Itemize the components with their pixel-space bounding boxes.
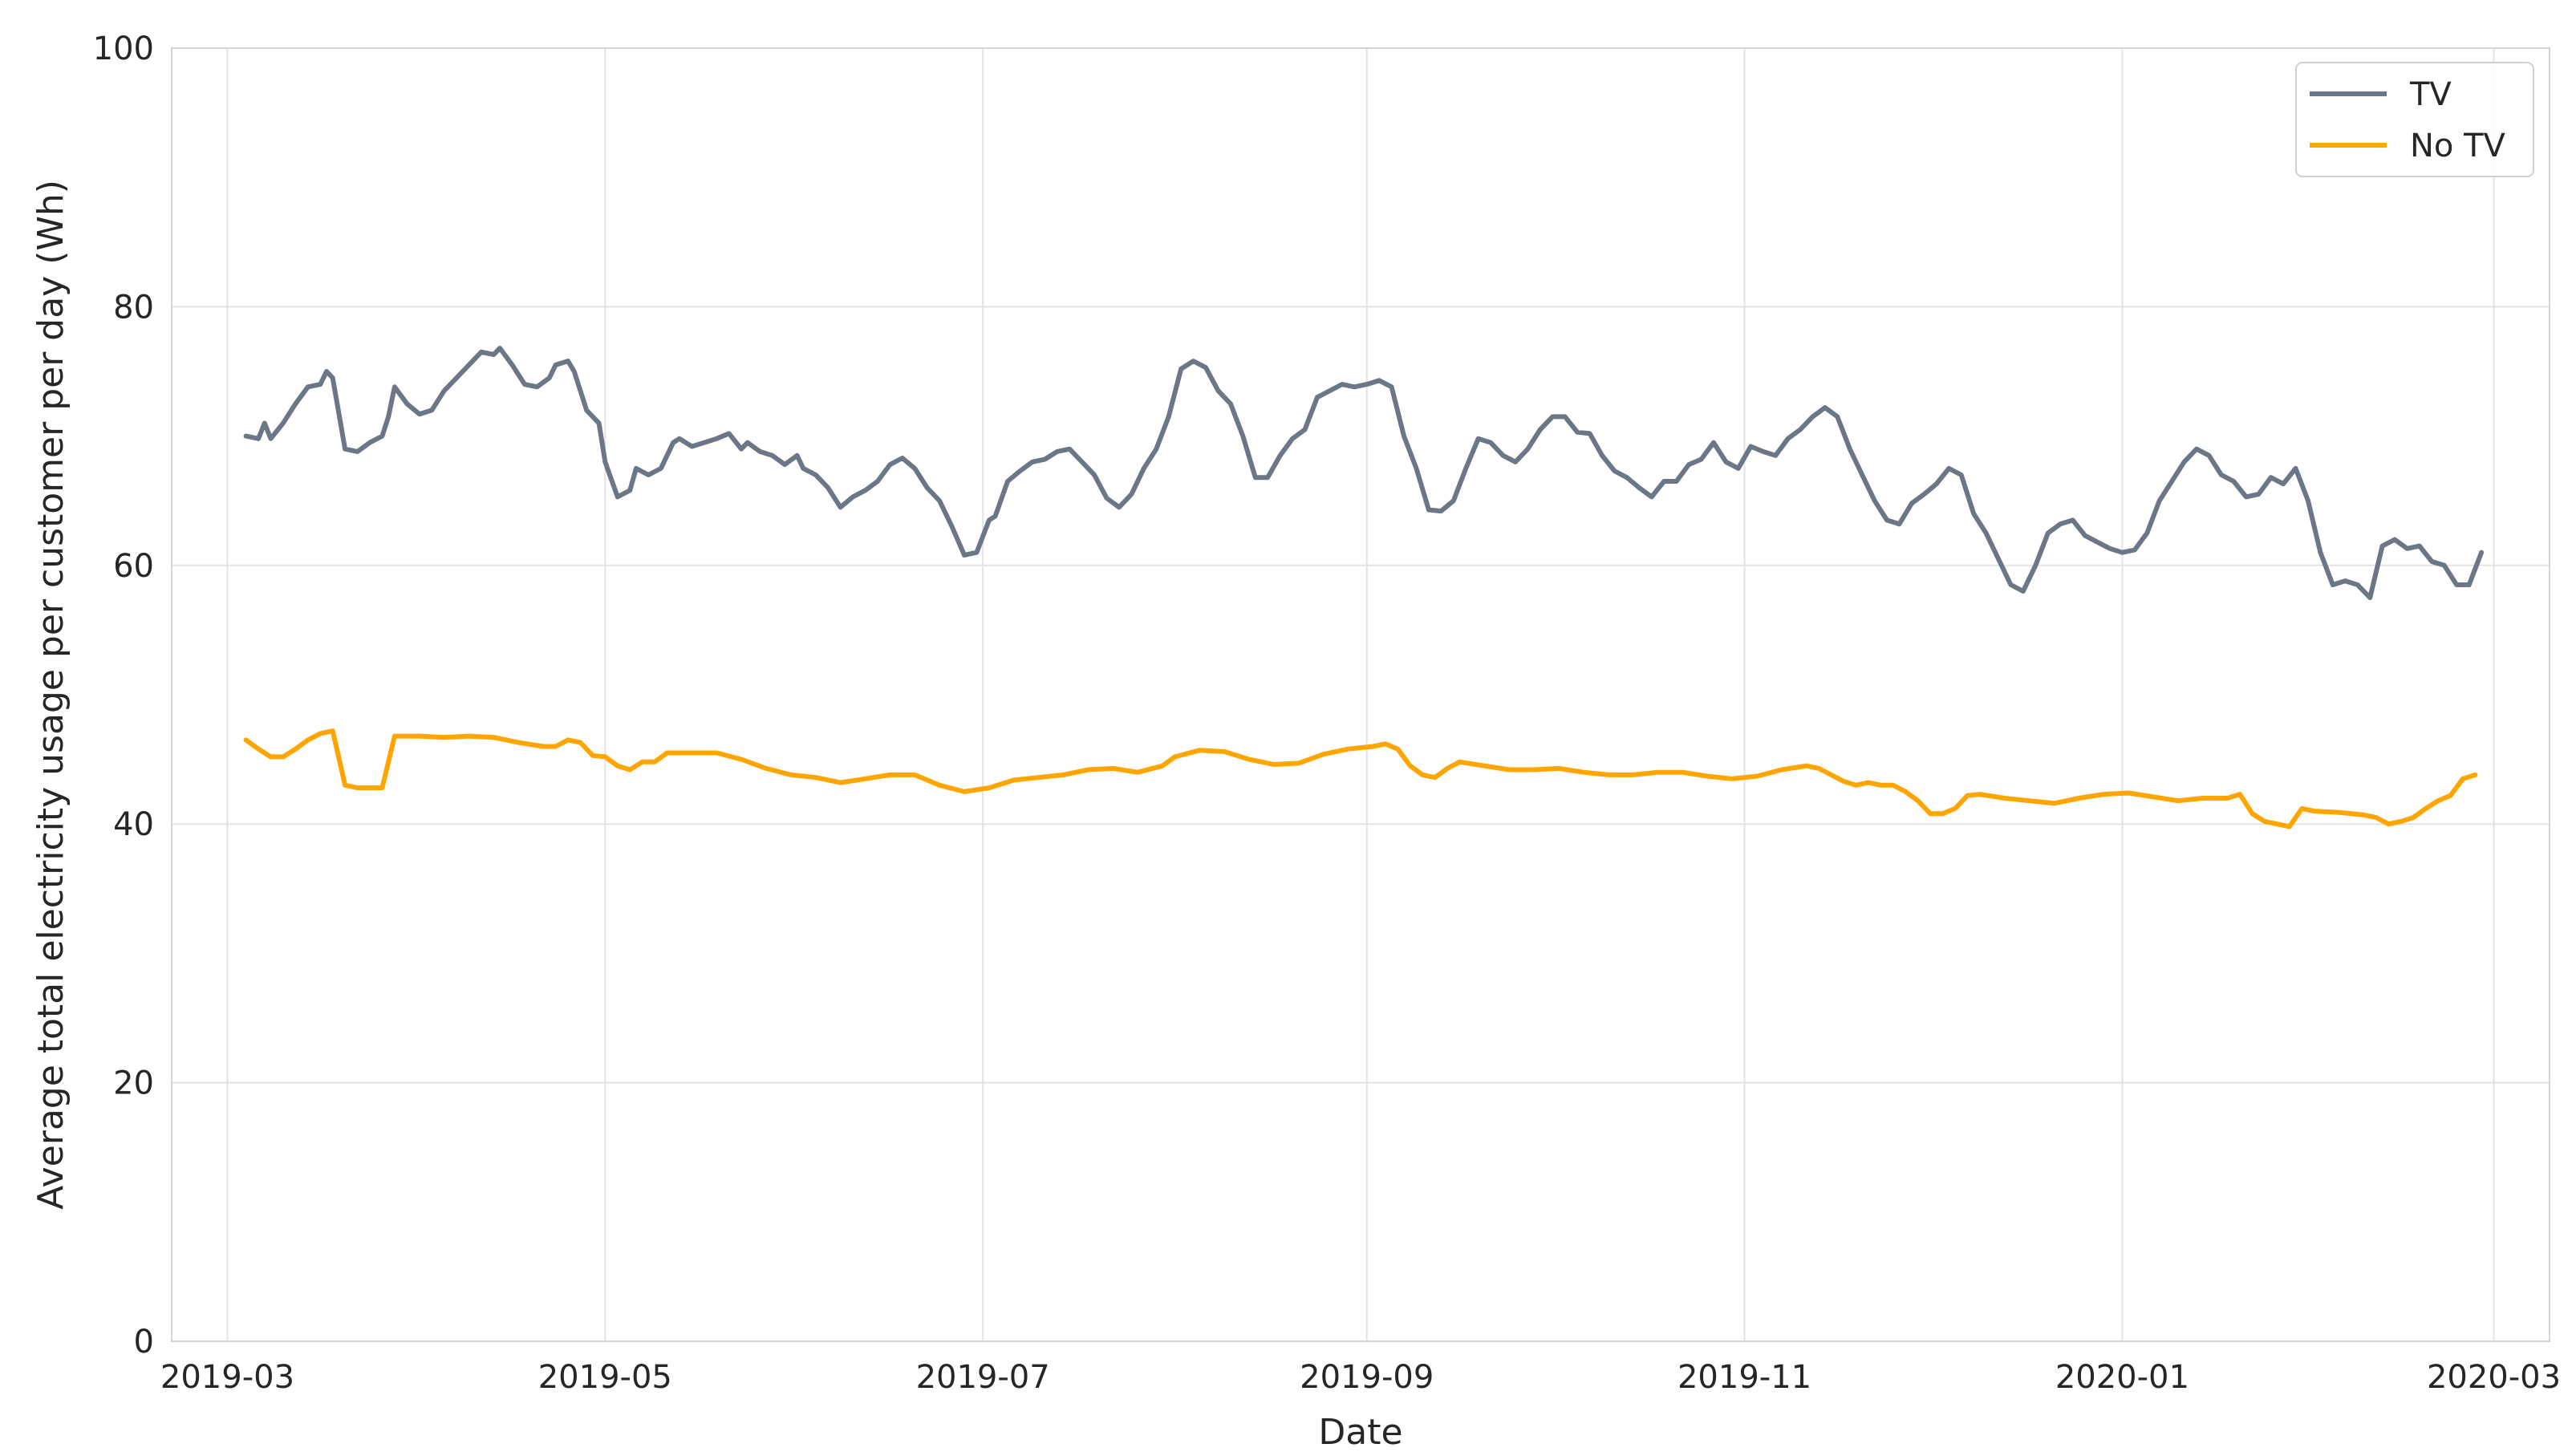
x-tick-label: 2019-09	[1300, 1359, 1434, 1396]
legend-label-tv: TV	[2409, 76, 2452, 113]
series-layer	[243, 346, 2485, 829]
y-tick-label: 80	[113, 289, 154, 326]
x-tick-label: 2019-11	[1677, 1359, 1811, 1396]
y-tick-label: 40	[113, 806, 154, 843]
legend-label-no-tv: No TV	[2410, 128, 2506, 164]
x-tick-label: 2019-07	[916, 1359, 1050, 1396]
y-tick-label: 100	[93, 30, 154, 67]
y-tick-label: 60	[113, 548, 154, 585]
x-tick-labels: 2019-03 2019-05 2019-07 2019-09 2019-11 2020-…	[160, 1359, 2561, 1396]
x-tick-label: 2019-05	[538, 1359, 672, 1396]
legend-box	[2295, 62, 2534, 177]
x-tick-label: 2020-01	[2055, 1359, 2189, 1396]
x-axis-label: Date	[1318, 1412, 1402, 1453]
y-tick-label: 0	[134, 1324, 154, 1361]
y-tick-label: 20	[113, 1065, 154, 1102]
series-line-no-tv	[243, 728, 2478, 829]
x-tick-label: 2019-03	[160, 1359, 294, 1396]
y-axis-label: Average total electricity usage per cust…	[30, 180, 71, 1210]
series-line-tv	[243, 346, 2485, 601]
plot-area-frame	[171, 47, 2550, 1342]
y-tick-labels: 0 20 40 60 80 100	[93, 30, 154, 1361]
x-tick-label: 2020-03	[2427, 1359, 2561, 1396]
legend: TV No TV	[2295, 62, 2534, 177]
